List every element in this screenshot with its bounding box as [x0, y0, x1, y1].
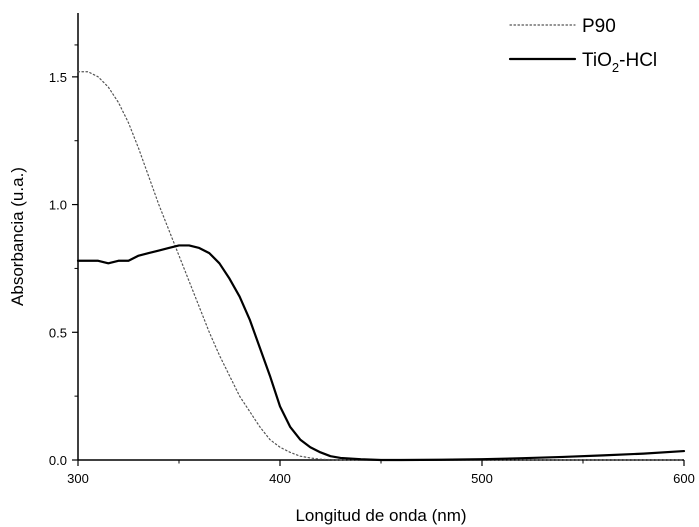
x-tick-label: 400	[269, 471, 291, 486]
y-tick-label: 0.5	[49, 325, 67, 340]
plot-frame-layer	[77, 13, 684, 461]
legend-label-subscript: 2	[612, 60, 619, 75]
legend-label-suffix: -HCl	[619, 50, 657, 71]
legend-label-main: TiO	[582, 50, 612, 71]
y-tick-label: 1.0	[49, 198, 67, 213]
legend-layer: P90 TiO2-HCl	[508, 16, 657, 75]
x-axis-label: Longitud de onda (nm)	[295, 506, 466, 525]
x-tick-label: 300	[67, 471, 89, 486]
y-tick-label: 1.5	[49, 70, 67, 85]
legend-label-tio2-hcl: TiO2-HCl	[582, 50, 657, 75]
legend-label-p90: P90	[582, 16, 616, 37]
series-line-tio2-hcl	[76, 244, 686, 462]
x-tick-label: 500	[471, 471, 493, 486]
ticks-layer: 300 400 500 600 0.0 0.5 1.0 1.5	[49, 44, 695, 486]
y-tick-label: 0.0	[49, 453, 67, 468]
series-layer	[76, 71, 686, 462]
series-line-p90	[77, 71, 685, 461]
labels-layer: Longitud de onda (nm) Absorbancia (u.a.)	[8, 167, 467, 525]
y-axis-label: Absorbancia (u.a.)	[8, 167, 27, 306]
x-tick-label: 600	[673, 471, 695, 486]
